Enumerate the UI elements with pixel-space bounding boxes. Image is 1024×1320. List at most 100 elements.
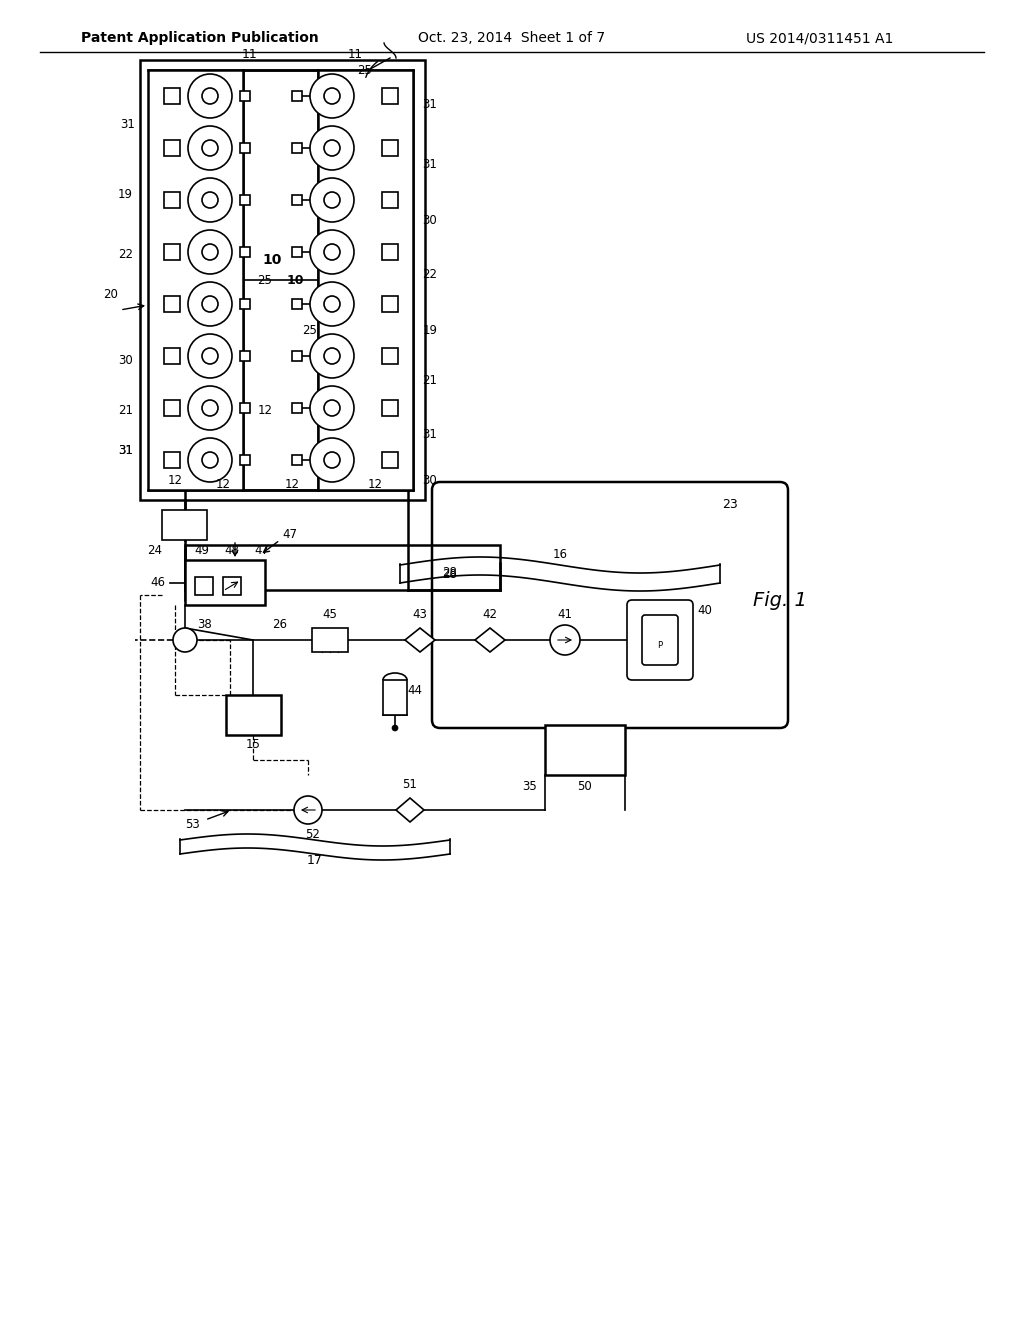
Text: 31: 31	[118, 444, 133, 457]
Text: 12: 12	[257, 404, 272, 417]
Circle shape	[652, 638, 668, 653]
Text: 23: 23	[722, 499, 738, 511]
Circle shape	[202, 140, 218, 156]
Circle shape	[294, 796, 322, 824]
Bar	[382, 88, 398, 104]
Text: 40: 40	[697, 603, 713, 616]
Text: 19: 19	[118, 189, 133, 202]
Circle shape	[202, 88, 218, 104]
Text: 31: 31	[423, 158, 437, 172]
Bar	[382, 191, 398, 209]
Text: 21: 21	[423, 374, 437, 387]
Text: Oct. 23, 2014  Sheet 1 of 7: Oct. 23, 2014 Sheet 1 of 7	[419, 30, 605, 45]
Text: 48: 48	[224, 544, 240, 557]
Circle shape	[202, 191, 218, 209]
Bar	[382, 296, 398, 312]
Text: 10: 10	[287, 273, 304, 286]
Bar	[318, 70, 413, 490]
Text: 30: 30	[118, 354, 133, 367]
Bar	[140, 59, 425, 500]
Circle shape	[310, 438, 354, 482]
Text: 15: 15	[246, 738, 260, 751]
Text: 19: 19	[423, 323, 437, 337]
Bar	[545, 725, 625, 775]
Bar	[292, 351, 302, 360]
Text: 12: 12	[285, 479, 300, 491]
Bar	[240, 455, 250, 465]
Text: 28: 28	[442, 565, 458, 578]
Text: 47: 47	[283, 528, 298, 541]
Bar	[240, 195, 250, 205]
Circle shape	[310, 282, 354, 326]
Bar	[292, 455, 302, 465]
Text: 51: 51	[402, 779, 418, 792]
Text: Patent Application Publication: Patent Application Publication	[81, 30, 318, 45]
Text: 31: 31	[423, 99, 437, 111]
Text: 17: 17	[307, 854, 323, 866]
FancyBboxPatch shape	[627, 601, 693, 680]
Circle shape	[188, 178, 232, 222]
FancyBboxPatch shape	[642, 615, 678, 665]
Bar	[164, 140, 180, 156]
Text: P: P	[657, 640, 663, 649]
Circle shape	[188, 230, 232, 275]
Text: 21: 21	[118, 404, 133, 417]
Bar	[240, 300, 250, 309]
Text: 30: 30	[423, 214, 437, 227]
Text: US 2014/0311451 A1: US 2014/0311451 A1	[746, 30, 894, 45]
Circle shape	[188, 438, 232, 482]
Circle shape	[324, 400, 340, 416]
Circle shape	[324, 244, 340, 260]
Bar	[292, 300, 302, 309]
Circle shape	[324, 451, 340, 469]
Circle shape	[202, 244, 218, 260]
Text: 10: 10	[262, 253, 282, 267]
Text: 28: 28	[442, 569, 458, 582]
Bar	[382, 348, 398, 364]
Text: 45: 45	[323, 609, 338, 622]
Polygon shape	[396, 799, 424, 822]
Bar	[240, 247, 250, 257]
Bar	[382, 451, 398, 469]
Circle shape	[324, 140, 340, 156]
Circle shape	[310, 74, 354, 117]
Bar	[382, 400, 398, 416]
Circle shape	[188, 334, 232, 378]
Bar	[312, 628, 348, 652]
Text: 31: 31	[120, 119, 135, 132]
Bar	[292, 91, 302, 102]
Circle shape	[202, 400, 218, 416]
Text: 25: 25	[357, 63, 373, 77]
Bar	[226, 696, 281, 735]
Circle shape	[310, 385, 354, 430]
Text: 26: 26	[272, 619, 288, 631]
Bar	[292, 195, 302, 205]
Polygon shape	[406, 628, 435, 652]
Circle shape	[202, 451, 218, 469]
Bar	[240, 91, 250, 102]
Circle shape	[173, 628, 197, 652]
Bar	[185, 560, 265, 605]
Circle shape	[550, 624, 580, 655]
FancyBboxPatch shape	[432, 482, 788, 729]
Text: 41: 41	[557, 609, 572, 622]
Text: 11: 11	[347, 49, 362, 62]
Circle shape	[324, 88, 340, 104]
Bar	[195, 577, 213, 595]
Text: 31: 31	[118, 444, 133, 457]
Bar	[148, 70, 243, 490]
Circle shape	[188, 74, 232, 117]
Bar	[292, 247, 302, 257]
Circle shape	[188, 125, 232, 170]
Text: 38: 38	[198, 619, 212, 631]
Bar	[382, 244, 398, 260]
Bar	[162, 510, 207, 540]
Bar	[383, 680, 407, 715]
Circle shape	[188, 282, 232, 326]
Text: 42: 42	[482, 609, 498, 622]
Bar	[164, 191, 180, 209]
Bar	[240, 403, 250, 413]
Text: 12: 12	[368, 479, 383, 491]
Bar	[164, 400, 180, 416]
Bar	[240, 351, 250, 360]
